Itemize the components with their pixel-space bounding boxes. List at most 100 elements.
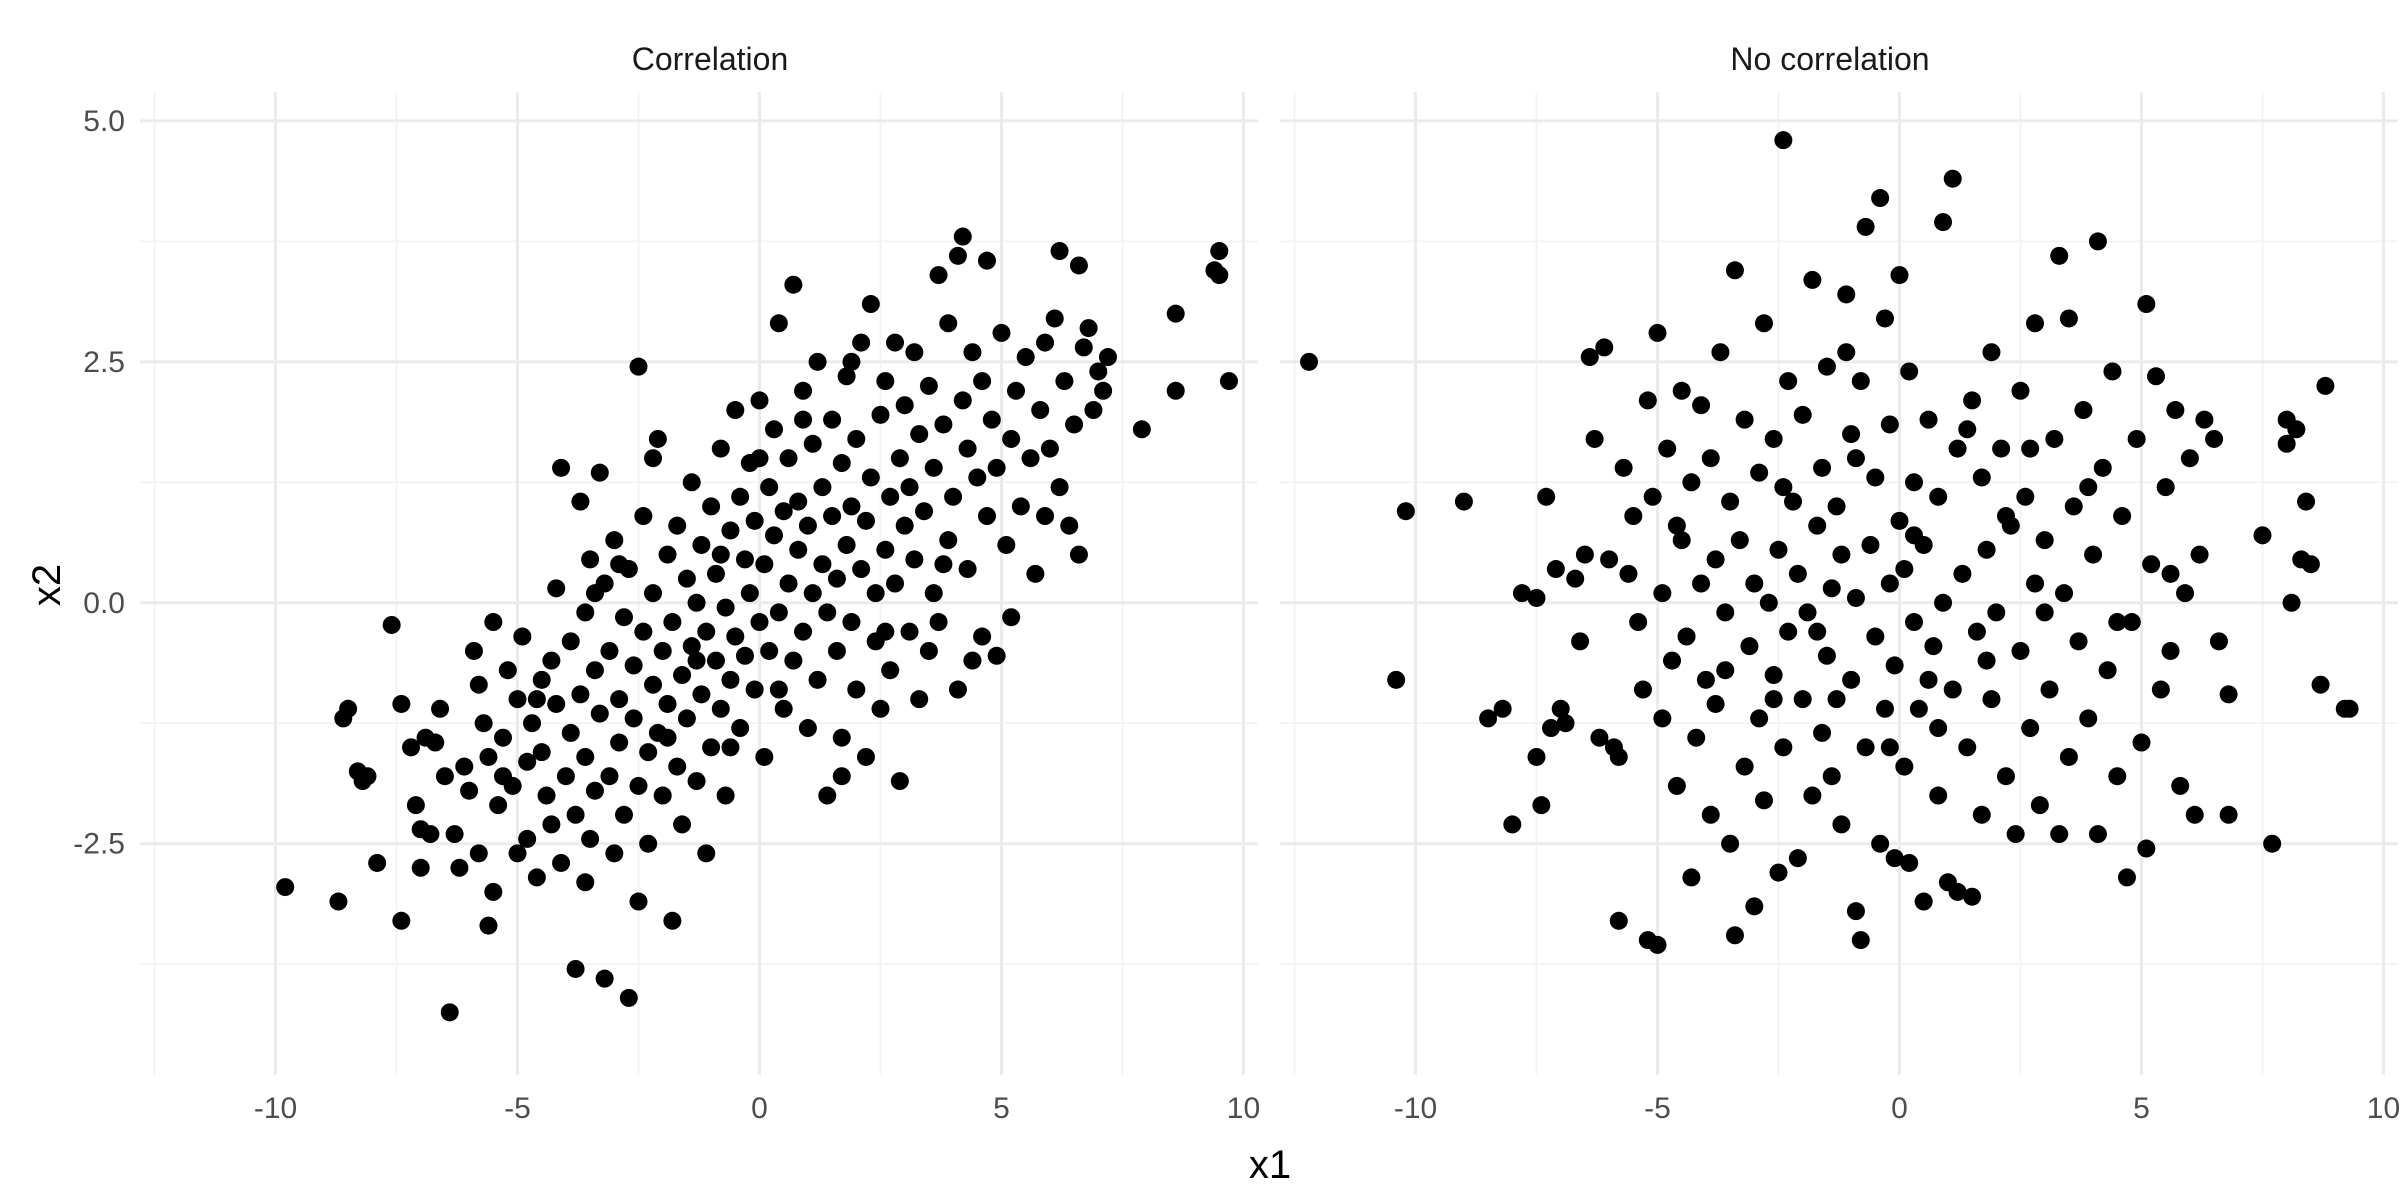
x-tick-label: -5 bbox=[1644, 1092, 1671, 1125]
data-point bbox=[1846, 449, 1865, 468]
data-point bbox=[590, 463, 609, 482]
panel-no-correlation: No correlation -10 -5 0 5 10 bbox=[1280, 41, 2400, 1125]
data-point bbox=[1900, 362, 1919, 381]
data-point bbox=[731, 719, 750, 738]
data-point bbox=[706, 651, 725, 670]
data-point bbox=[1711, 343, 1730, 362]
data-point bbox=[358, 767, 377, 786]
data-point bbox=[552, 458, 571, 477]
data-point bbox=[1842, 425, 1861, 444]
data-point bbox=[2263, 834, 2282, 853]
data-point bbox=[852, 560, 871, 579]
data-point bbox=[1016, 348, 1035, 367]
data-point bbox=[2316, 376, 2335, 395]
data-point bbox=[1759, 593, 1778, 612]
data-point bbox=[1537, 487, 1556, 506]
data-point bbox=[1958, 420, 1977, 439]
data-point bbox=[2108, 767, 2127, 786]
data-point bbox=[1396, 502, 1415, 521]
data-point bbox=[740, 584, 759, 603]
data-point bbox=[905, 343, 924, 362]
data-point bbox=[702, 497, 721, 516]
data-point bbox=[953, 227, 972, 246]
data-point bbox=[915, 502, 934, 521]
data-point bbox=[997, 535, 1016, 554]
data-point bbox=[1972, 805, 1991, 824]
data-point bbox=[1846, 902, 1865, 921]
data-point bbox=[890, 772, 909, 791]
data-point bbox=[1769, 863, 1788, 882]
data-point bbox=[1905, 526, 1924, 545]
data-point bbox=[794, 410, 813, 429]
data-point bbox=[1653, 584, 1672, 603]
x-tick-label: 10 bbox=[2367, 1092, 2400, 1125]
data-point bbox=[1866, 627, 1885, 646]
data-point bbox=[2050, 825, 2069, 844]
data-point bbox=[2021, 439, 2040, 458]
data-point bbox=[871, 405, 890, 424]
data-point bbox=[895, 396, 914, 415]
data-point bbox=[1079, 319, 1098, 338]
data-point bbox=[755, 747, 774, 766]
data-point bbox=[687, 772, 706, 791]
data-point bbox=[1633, 680, 1652, 699]
data-point bbox=[639, 834, 658, 853]
data-point bbox=[2176, 584, 2195, 603]
y-tick-labels: -2.5 0.0 2.5 5.0 bbox=[73, 105, 125, 861]
data-point bbox=[556, 767, 575, 786]
data-point bbox=[953, 391, 972, 410]
data-point bbox=[1784, 492, 1803, 511]
data-point bbox=[827, 641, 846, 660]
data-point bbox=[566, 805, 585, 824]
data-point bbox=[2035, 531, 2054, 550]
data-point bbox=[1454, 492, 1473, 511]
data-point bbox=[2137, 295, 2156, 314]
data-point bbox=[847, 429, 866, 448]
data-point bbox=[1929, 487, 1948, 506]
data-point bbox=[1575, 545, 1594, 564]
data-point bbox=[823, 507, 842, 526]
data-point bbox=[697, 622, 716, 641]
data-point bbox=[663, 911, 682, 930]
data-point bbox=[624, 709, 643, 728]
data-point bbox=[2142, 555, 2161, 574]
data-point bbox=[1846, 588, 1865, 607]
data-point bbox=[1996, 767, 2015, 786]
data-point bbox=[561, 723, 580, 742]
data-point bbox=[2185, 805, 2204, 824]
data-point bbox=[469, 844, 488, 863]
data-point bbox=[2127, 429, 2146, 448]
data-point bbox=[1774, 478, 1793, 497]
data-point bbox=[774, 699, 793, 718]
data-point bbox=[769, 680, 788, 699]
data-point bbox=[832, 767, 851, 786]
data-point bbox=[2021, 719, 2040, 738]
data-point bbox=[1885, 656, 1904, 675]
data-point bbox=[1764, 690, 1783, 709]
data-point bbox=[1716, 603, 1735, 622]
data-point bbox=[919, 376, 938, 395]
data-point bbox=[919, 641, 938, 660]
data-point bbox=[532, 670, 551, 689]
data-point bbox=[1851, 372, 1870, 391]
data-point bbox=[673, 815, 692, 834]
data-point bbox=[614, 608, 633, 627]
data-point bbox=[1880, 574, 1899, 593]
data-point bbox=[939, 314, 958, 333]
data-point bbox=[464, 641, 483, 660]
data-point bbox=[1958, 738, 1977, 757]
data-point bbox=[1701, 805, 1720, 824]
data-point bbox=[547, 694, 566, 713]
data-point bbox=[798, 516, 817, 535]
data-point bbox=[629, 357, 648, 376]
data-point bbox=[1929, 719, 1948, 738]
data-point bbox=[406, 796, 425, 815]
data-point bbox=[1750, 709, 1769, 728]
data-point bbox=[585, 781, 604, 800]
data-point bbox=[581, 829, 600, 848]
data-point bbox=[900, 622, 919, 641]
data-point bbox=[537, 786, 556, 805]
data-point bbox=[818, 603, 837, 622]
data-point bbox=[1730, 531, 1749, 550]
